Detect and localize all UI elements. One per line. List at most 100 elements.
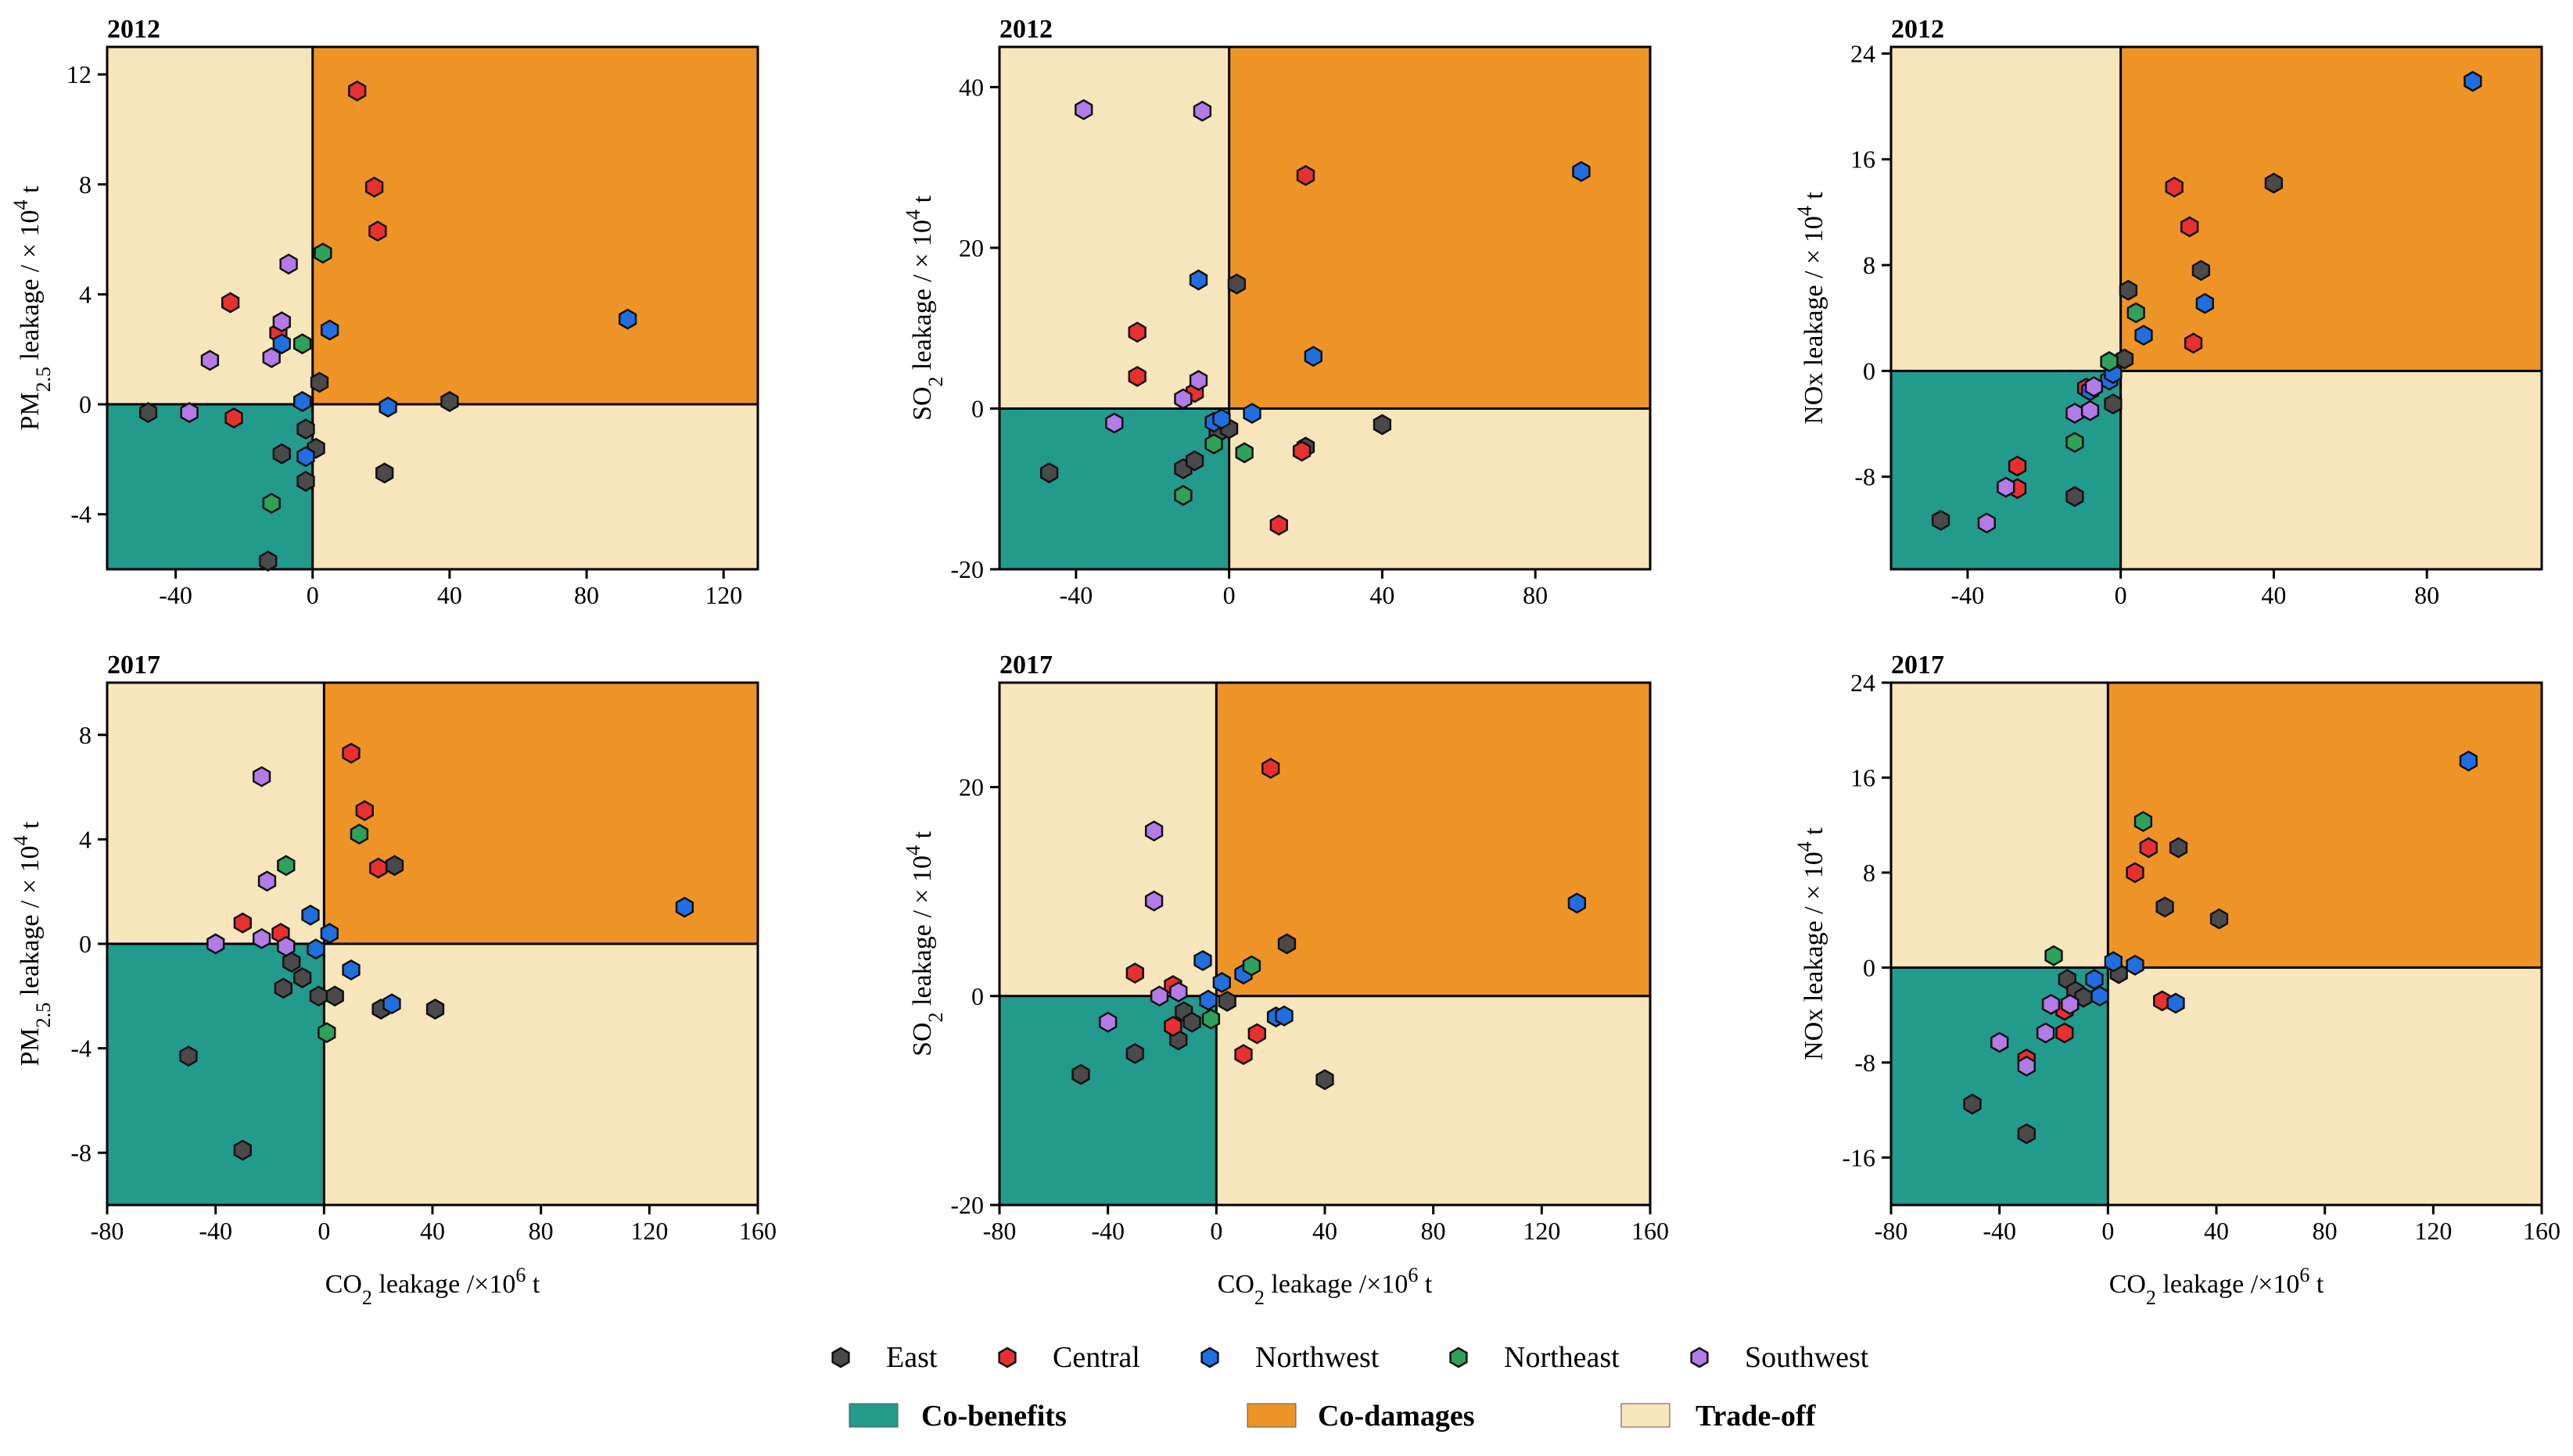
cobenefits-region xyxy=(107,404,313,569)
data-point-northwest xyxy=(1276,1006,1293,1025)
x-tick-label: 80 xyxy=(574,581,599,609)
figure: -40 0 40 80 120-4048122012PM2.5 leakage / × … xyxy=(0,0,2573,1456)
x-tick-label: -40 xyxy=(1951,581,1985,609)
panel-title: 2012 xyxy=(1891,15,1944,44)
x-tick-label: 40 xyxy=(1369,581,1394,609)
data-point-northwest xyxy=(298,447,314,466)
data-point-east xyxy=(1965,1095,1981,1114)
y-tick-label: -4 xyxy=(70,1035,92,1063)
legend-label-co-benefits: Co-benefits xyxy=(921,1400,1067,1433)
data-point-northwest xyxy=(2127,956,2144,974)
y-tick-label: 24 xyxy=(1850,669,1875,697)
data-point-northeast xyxy=(2101,353,2118,371)
data-point-central xyxy=(226,409,242,428)
data-point-southwest xyxy=(1075,100,1092,119)
data-point-northwest xyxy=(2168,994,2184,1013)
data-point-southwest xyxy=(2086,378,2102,396)
data-point-northwest xyxy=(1200,991,1217,1010)
y-axis-label: PM2.5 leakage / × 104 t xyxy=(9,821,55,1067)
legend-marker-east xyxy=(833,1348,849,1367)
data-point-northeast xyxy=(278,856,294,875)
data-point-northwest xyxy=(321,924,338,943)
data-point-east xyxy=(427,1000,443,1019)
x-tick-label: 0 xyxy=(307,581,319,609)
x-tick-label: 80 xyxy=(2414,581,2439,609)
data-point-east xyxy=(327,987,343,1006)
x-tick-label: 80 xyxy=(2313,1217,2338,1245)
data-point-southwest xyxy=(1106,414,1122,432)
data-point-southwest xyxy=(1194,102,1211,120)
legend-label-central: Central xyxy=(1053,1341,1140,1374)
data-point-east xyxy=(2157,898,2173,916)
x-tick-label: 160 xyxy=(739,1217,777,1245)
data-point-east xyxy=(386,856,403,875)
data-point-central xyxy=(1297,166,1314,185)
data-point-east xyxy=(2067,487,2083,506)
panel-title: 2017 xyxy=(107,651,160,680)
data-point-northwest xyxy=(1190,271,1207,289)
y-tick-label: -20 xyxy=(950,555,984,583)
data-point-central xyxy=(222,293,239,312)
data-point-central xyxy=(1165,1017,1182,1036)
data-point-northwest xyxy=(384,995,400,1013)
data-point-southwest xyxy=(2062,995,2078,1013)
data-point-southwest xyxy=(207,934,224,953)
codamages-region xyxy=(2121,47,2542,371)
data-point-northeast xyxy=(1243,956,1260,975)
y-tick-label: 0 xyxy=(971,982,984,1010)
panel-2: -40 0 40 80 -20 0 20 40 2012 SO2 leakage / × 104 … xyxy=(902,15,1651,609)
data-point-northwest xyxy=(2136,326,2152,345)
data-point-southwest xyxy=(1175,389,1192,408)
x-tick-label: 0 xyxy=(2115,581,2127,609)
data-point-central xyxy=(1129,323,1146,342)
y-tick-label: 16 xyxy=(1850,763,1875,791)
data-point-northeast xyxy=(318,1024,335,1042)
data-point-southwest xyxy=(1991,1033,2008,1052)
legend-swatch-trade-off xyxy=(1621,1404,1670,1427)
data-point-east xyxy=(235,1141,251,1160)
y-tick-label: 8 xyxy=(1863,251,1875,279)
data-point-east xyxy=(2266,174,2282,192)
data-point-central xyxy=(2057,1024,2073,1042)
x-tick-label: 40 xyxy=(1312,1217,1337,1245)
x-axis-label: CO2 leakage /×106 t xyxy=(2109,1264,2324,1309)
x-tick-label: 40 xyxy=(2204,1217,2229,1245)
codamages-region xyxy=(2108,683,2542,967)
y-axis-label: SO2 leakage / × 104 t xyxy=(902,195,947,421)
data-point-northwest xyxy=(321,321,338,339)
data-point-east xyxy=(376,464,393,482)
data-point-east xyxy=(1932,511,1949,529)
panel-title: 2012 xyxy=(107,15,160,44)
x-tick-label: 0 xyxy=(318,1217,330,1245)
data-point-southwest xyxy=(2037,1024,2054,1042)
data-point-central xyxy=(366,178,382,196)
data-point-central xyxy=(370,222,386,241)
data-point-southwest xyxy=(1997,478,2014,497)
data-point-central xyxy=(349,81,365,100)
data-point-northwest xyxy=(303,906,319,924)
x-tick-label: 80 xyxy=(1421,1217,1446,1245)
data-point-central xyxy=(2127,863,2144,882)
legend-marker-central xyxy=(999,1348,1016,1367)
y-tick-label: 20 xyxy=(959,234,984,262)
data-point-southwest xyxy=(1190,371,1207,390)
x-tick-label: 120 xyxy=(630,1217,668,1245)
data-point-central xyxy=(1236,1045,1252,1064)
data-point-southwest xyxy=(259,872,275,891)
x-axis-label: CO2 leakage /×106 t xyxy=(325,1264,540,1309)
legend-label-northeast: Northeast xyxy=(1504,1341,1620,1374)
data-point-southwest xyxy=(1100,1013,1116,1031)
data-point-northwest xyxy=(2460,751,2477,770)
data-point-east xyxy=(1073,1065,1089,1084)
data-point-northeast xyxy=(1203,1010,1219,1028)
data-point-northwest xyxy=(1305,347,1322,366)
data-point-northwest xyxy=(1214,973,1230,992)
data-point-southwest xyxy=(2082,401,2098,420)
y-tick-label: -16 xyxy=(1842,1143,1875,1171)
data-point-northwest xyxy=(1569,894,1585,913)
data-point-northwest xyxy=(380,398,397,417)
y-tick-label: -8 xyxy=(1854,1049,1875,1077)
